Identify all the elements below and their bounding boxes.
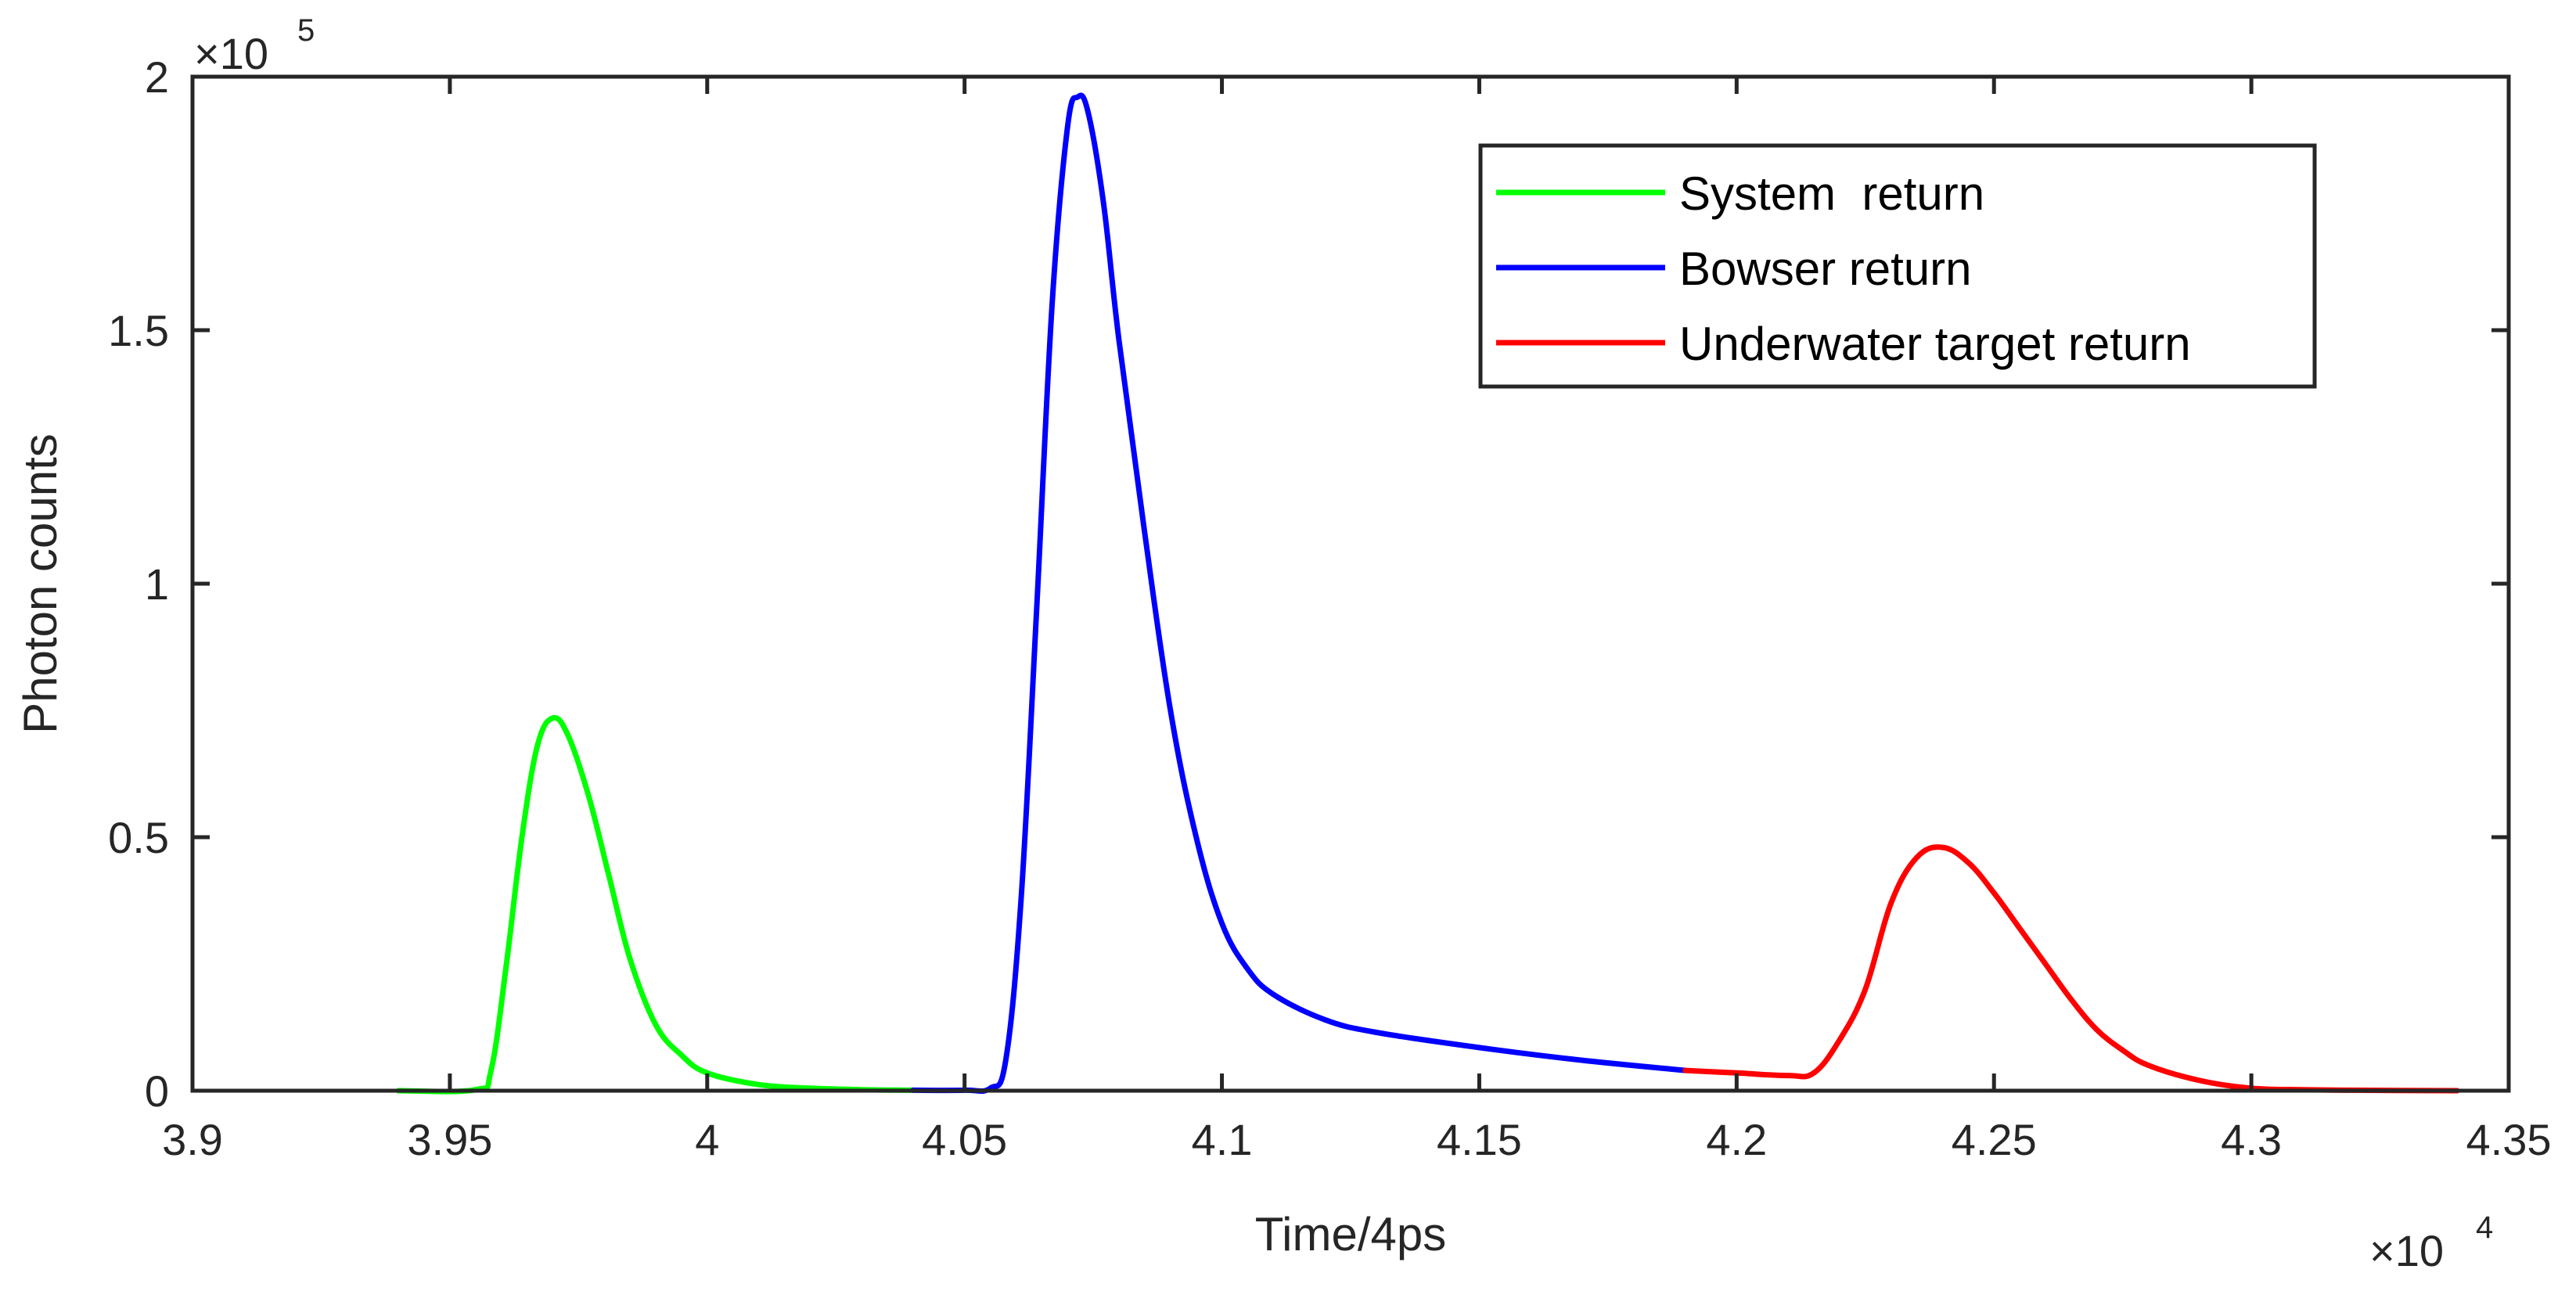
x-tick-label: 4.3 (2221, 1115, 2282, 1164)
x-multiplier-exponent: 4 (2476, 1210, 2493, 1245)
axis-ticks (190, 74, 2511, 1093)
x-multiplier-base: ×10 (2369, 1226, 2444, 1275)
x-tick-label: 4.05 (922, 1115, 1007, 1164)
y-tick-label: 2 (145, 52, 169, 102)
y-axis-label: Photon counts (14, 433, 67, 734)
x-tick-label: 4.25 (1952, 1115, 2037, 1164)
x-tick-label: 4.15 (1437, 1115, 1522, 1164)
legend-label-bowser-return: Bowser return (1679, 243, 1971, 295)
legend-label-underwater-target-return: Underwater target return (1679, 318, 2191, 370)
legend-entry-bowser-return: Bowser return (1496, 243, 1971, 295)
x-tick-label: 4.35 (2466, 1115, 2552, 1164)
y-tick-label: 0.5 (108, 813, 169, 862)
x-tick-label: 4.2 (1706, 1115, 1767, 1164)
y-multiplier-exponent: 5 (297, 13, 315, 48)
y-tick-label: 1.5 (108, 306, 169, 355)
x-tick-label: 3.9 (162, 1115, 223, 1164)
series-line-underwater-target-return (1682, 844, 2460, 1094)
axis-tick-labels: 3.9 3.95 4 4.05 4.1 4.15 4.2 4.25 4.3 4.35 0 0.5 1 1.… (108, 52, 2551, 1164)
series-line-bowser-return (910, 92, 1689, 1094)
x-tick-label: 3.95 (407, 1115, 492, 1164)
x-tick-label: 4.1 (1192, 1115, 1253, 1164)
legend-label-system-return: System return (1679, 167, 1984, 220)
legend-entry-underwater-target-return: Underwater target return (1496, 318, 2191, 370)
legend-entry-system-return: System return (1496, 167, 1984, 220)
y-axis-multiplier: ×10 5 (194, 13, 315, 78)
x-tick-label: 4 (695, 1115, 719, 1164)
plot-lines (395, 92, 2460, 1095)
y-tick-label: 0 (145, 1066, 169, 1116)
legend: System return Bowser return Underwater t… (1478, 143, 2317, 389)
x-axis-multiplier: ×10 4 (2369, 1210, 2493, 1275)
series-line-system-return (395, 714, 916, 1095)
x-axis-label: Time/4ps (1255, 1208, 1447, 1260)
y-tick-label: 1 (145, 559, 169, 609)
y-multiplier-base: ×10 (194, 29, 268, 78)
